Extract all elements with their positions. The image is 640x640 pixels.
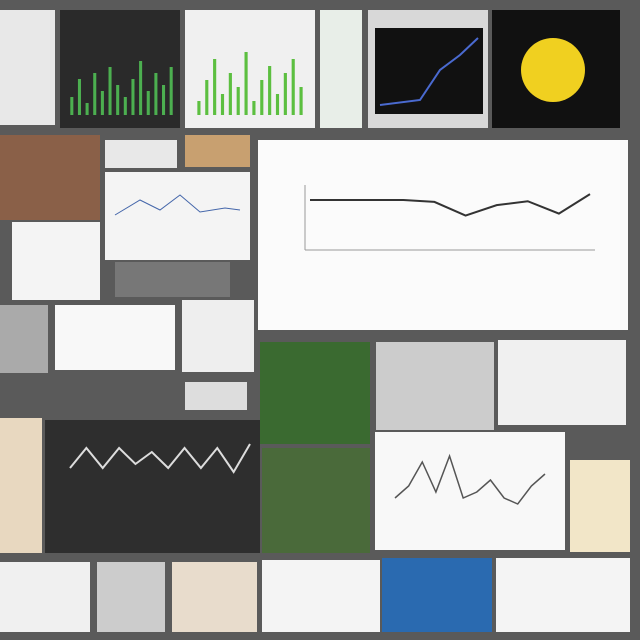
bar (154, 73, 158, 115)
line-chart-panel (375, 432, 565, 550)
bar (85, 103, 89, 115)
bar (244, 52, 248, 115)
photo-tile (0, 418, 42, 553)
bar (169, 67, 173, 115)
photo-tile (260, 342, 370, 444)
photo-tile (570, 460, 630, 552)
photo-tile (97, 562, 165, 632)
bar (275, 94, 280, 115)
photo-tile (185, 382, 247, 410)
photo-tile (0, 305, 48, 373)
photo-tile (182, 300, 254, 372)
bar (116, 85, 120, 115)
photo-tile (105, 140, 177, 168)
dark-chart-panel (45, 420, 260, 553)
sun (521, 38, 585, 102)
photo-tile (496, 558, 630, 632)
data-line (394, 453, 546, 505)
mini-line (114, 194, 241, 216)
bar (220, 94, 225, 115)
bar-photo-tile (376, 342, 494, 430)
bar (70, 97, 74, 115)
bar (228, 73, 232, 115)
bar-panel (185, 10, 315, 128)
bar (93, 73, 97, 115)
bar (131, 79, 135, 115)
bar (252, 101, 256, 115)
photo-tile (115, 262, 230, 297)
main-chart-panel (258, 140, 628, 330)
chart-tile (55, 305, 175, 370)
photo-tile (0, 135, 100, 220)
chart-screen (375, 28, 483, 114)
bar (205, 80, 209, 115)
bar (100, 91, 104, 115)
bar (108, 67, 112, 115)
bar (197, 101, 201, 115)
data-line (69, 443, 251, 474)
bar (299, 87, 303, 115)
photo-tile (0, 10, 55, 125)
photo-tile (320, 10, 362, 128)
bar (283, 73, 287, 115)
bar-photo-tile (498, 340, 626, 425)
photo-tile (185, 135, 250, 167)
bar (291, 59, 295, 115)
photo-tile (172, 562, 257, 632)
photo-tile (262, 448, 370, 553)
bar (260, 80, 264, 115)
bar (236, 87, 240, 115)
bar (268, 66, 272, 115)
bar (123, 97, 127, 115)
photo-tile (382, 558, 492, 632)
bar (146, 91, 150, 115)
bar (162, 85, 166, 115)
data-line (310, 193, 591, 217)
screen-line (379, 37, 479, 106)
bar (139, 61, 143, 115)
leaf-tile (12, 222, 100, 300)
photo-tile (0, 562, 90, 632)
photo-tile (262, 560, 380, 632)
bar (77, 79, 81, 115)
bar (213, 59, 217, 115)
chart-tile (105, 172, 250, 260)
